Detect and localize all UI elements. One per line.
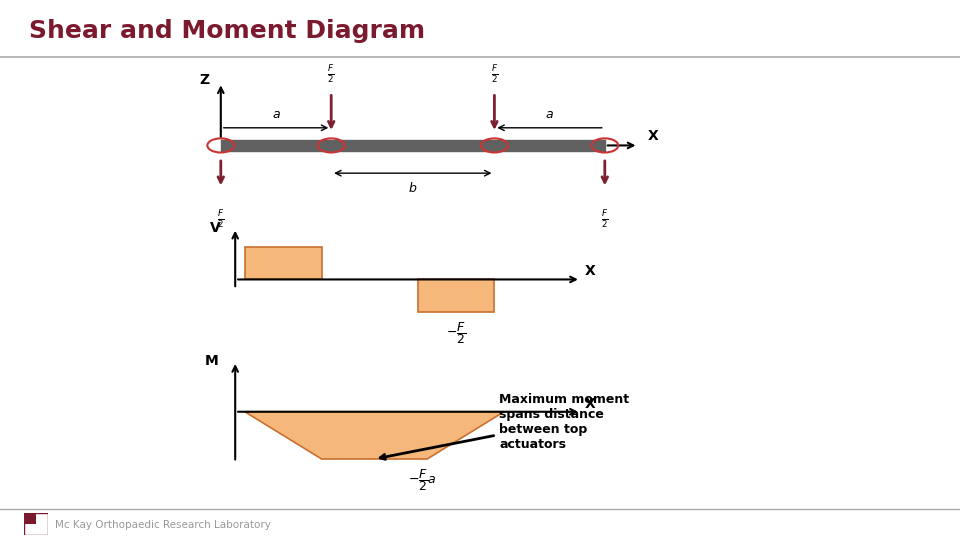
Text: $\frac{F}{2}$: $\frac{F}{2}$ <box>491 63 498 85</box>
Text: X: X <box>585 397 596 411</box>
Text: $\frac{F}{2}$: $\frac{F}{2}$ <box>601 208 609 231</box>
Text: X: X <box>647 129 659 143</box>
Text: $\frac{F}{2}$: $\frac{F}{2}$ <box>327 63 335 85</box>
Text: $-\dfrac{F}{2}a$: $-\dfrac{F}{2}a$ <box>408 468 437 494</box>
Polygon shape <box>245 247 322 280</box>
Bar <box>24 513 36 524</box>
Text: Shear and Moment Diagram: Shear and Moment Diagram <box>29 19 425 43</box>
Text: Maximum moment
spans distance
between top
actuators: Maximum moment spans distance between to… <box>380 393 630 460</box>
Text: X: X <box>585 264 596 278</box>
Text: b: b <box>409 182 417 195</box>
Text: $-\dfrac{F}{2}$: $-\dfrac{F}{2}$ <box>445 320 467 346</box>
Polygon shape <box>245 411 504 459</box>
Text: a: a <box>546 109 553 122</box>
Text: a: a <box>273 109 279 122</box>
Text: Mc Kay Orthopaedic Research Laboratory: Mc Kay Orthopaedic Research Laboratory <box>55 520 271 530</box>
Polygon shape <box>418 280 494 312</box>
Text: M: M <box>204 354 218 368</box>
Text: V: V <box>210 221 221 235</box>
Text: Z: Z <box>199 73 209 87</box>
Text: $\frac{F}{2}$: $\frac{F}{2}$ <box>217 208 225 231</box>
